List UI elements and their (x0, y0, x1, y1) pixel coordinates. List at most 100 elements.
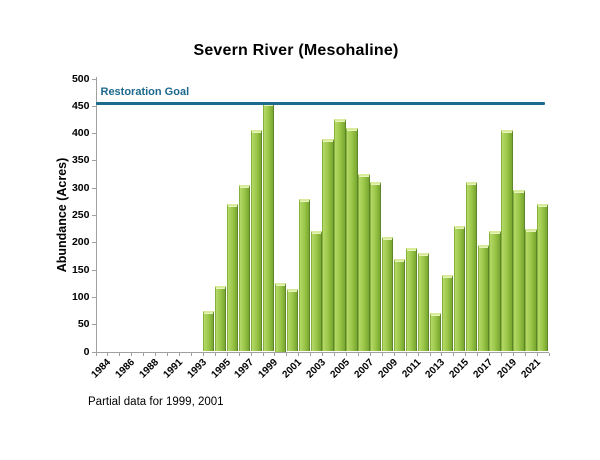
x-tick-label-2007: 2007 (352, 357, 376, 381)
y-tick-label: 250 (71, 209, 90, 221)
bar-2017 (477, 245, 489, 352)
y-tick-label: 500 (71, 72, 90, 85)
bar-2007 (358, 174, 370, 352)
bar-2004 (322, 138, 334, 352)
x-tick-mark (262, 352, 264, 356)
x-tick-mark (131, 352, 133, 356)
bar-1998 (250, 130, 263, 352)
y-tick-label: 50 (77, 318, 90, 331)
y-tick-mark (91, 215, 96, 216)
x-tick-mark (477, 352, 479, 356)
x-tick-mark (143, 352, 145, 356)
bar-2012 (417, 253, 430, 352)
x-tick-mark (286, 352, 288, 356)
y-tick-label: 300 (71, 181, 90, 194)
y-axis-line (95, 76, 97, 352)
x-tick-label-2005: 2005 (328, 357, 352, 381)
x-tick-mark (489, 352, 491, 356)
x-tick-mark (513, 352, 514, 356)
x-tick-mark (536, 352, 538, 356)
bar-2005 (334, 119, 346, 352)
x-tick-label-1999: 1999 (256, 357, 281, 381)
bar-2003 (310, 231, 322, 352)
bar-2011 (405, 247, 418, 352)
x-tick-mark (429, 352, 431, 356)
x-tick-mark (95, 352, 97, 356)
y-tick-mark (91, 105, 96, 107)
bar-1996 (227, 204, 239, 352)
y-tick-mark (91, 296, 96, 298)
y-tick-mark (91, 78, 96, 80)
bar-2006 (346, 127, 358, 352)
x-tick-mark (214, 352, 216, 356)
y-tick-mark (91, 242, 96, 244)
y-tick-mark (91, 160, 96, 162)
bar-2020 (513, 190, 525, 352)
y-tick-label: 400 (71, 127, 90, 140)
x-tick-mark (501, 352, 503, 356)
x-tick-mark (334, 352, 336, 356)
x-tick-mark (202, 352, 204, 356)
x-tick-mark (346, 352, 347, 356)
x-tick-label-1984: 1984 (89, 357, 114, 381)
bar-2022 (537, 204, 549, 352)
x-tick-mark (453, 352, 455, 356)
x-tick-label-2019: 2019 (495, 357, 519, 381)
y-tick-label: 150 (71, 263, 90, 276)
x-tick-mark (369, 352, 371, 356)
x-tick-mark (441, 352, 443, 356)
x-tick-label-2003: 2003 (304, 357, 328, 381)
y-tick-mark (91, 187, 96, 189)
x-tick-mark (310, 352, 312, 356)
x-tick-label-2015: 2015 (447, 357, 472, 381)
bar-2000 (274, 283, 287, 352)
x-tick-label-1995: 1995 (209, 357, 233, 381)
y-tick-mark (91, 351, 96, 353)
x-tick-mark (298, 352, 300, 356)
bar-2008 (370, 182, 382, 352)
x-tick-label-2021: 2021 (519, 357, 543, 381)
x-tick-mark (548, 352, 550, 356)
x-tick-label-2013: 2013 (423, 357, 448, 381)
x-tick-mark (226, 352, 228, 356)
x-tick-mark (524, 352, 526, 356)
x-tick-mark (322, 352, 324, 356)
x-tick-label-1991: 1991 (161, 357, 185, 381)
bar-2013 (429, 313, 442, 352)
y-tick-mark (91, 269, 96, 271)
x-tick-label-1986: 1986 (113, 357, 138, 381)
y-tick-label: 0 (83, 345, 90, 358)
bar-2016 (465, 182, 477, 352)
x-tick-mark (465, 352, 467, 356)
bar-2002 (298, 198, 310, 352)
y-tick-label: 100 (71, 290, 90, 303)
x-tick-mark (393, 352, 395, 356)
partial-data-footnote: Partial data for 1999, 2001 (88, 396, 224, 408)
x-tick-label-2017: 2017 (471, 357, 495, 381)
bar-2019 (501, 130, 513, 352)
bar-1995 (215, 285, 227, 352)
y-tick-label: 200 (71, 236, 90, 249)
x-tick-mark (405, 352, 407, 356)
y-tick-mark (91, 324, 96, 326)
bar-2021 (525, 228, 537, 352)
y-tick-mark (91, 133, 96, 135)
restoration-goal-line (95, 101, 545, 105)
x-tick-mark (381, 352, 383, 356)
bar-1999 (262, 103, 275, 352)
bar-2001 (286, 288, 298, 352)
x-tick-mark (155, 352, 157, 356)
x-tick-mark (179, 352, 180, 356)
x-tick-label-2001: 2001 (280, 357, 305, 381)
x-axis-line (95, 351, 549, 353)
x-tick-mark (238, 352, 240, 356)
bar-2014 (441, 275, 454, 352)
x-tick-mark (167, 352, 169, 356)
x-tick-mark (250, 352, 252, 356)
bar-2015 (453, 225, 465, 352)
y-tick-label: 350 (71, 154, 90, 167)
bar-2018 (489, 231, 501, 352)
bar-2010 (394, 258, 406, 352)
x-tick-label-2011: 2011 (400, 357, 424, 381)
